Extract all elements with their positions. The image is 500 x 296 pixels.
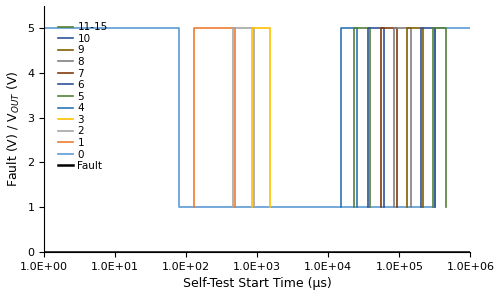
Y-axis label: Fault (V) / V$_{OUT}$ (V): Fault (V) / V$_{OUT}$ (V) bbox=[6, 71, 22, 187]
Legend: 11-15, 10, 9, 8, 7, 6, 5, 4, 3, 2, 1, 0, Fault: 11-15, 10, 9, 8, 7, 6, 5, 4, 3, 2, 1, 0,… bbox=[54, 18, 112, 175]
X-axis label: Self-Test Start Time (μs): Self-Test Start Time (μs) bbox=[183, 277, 332, 290]
